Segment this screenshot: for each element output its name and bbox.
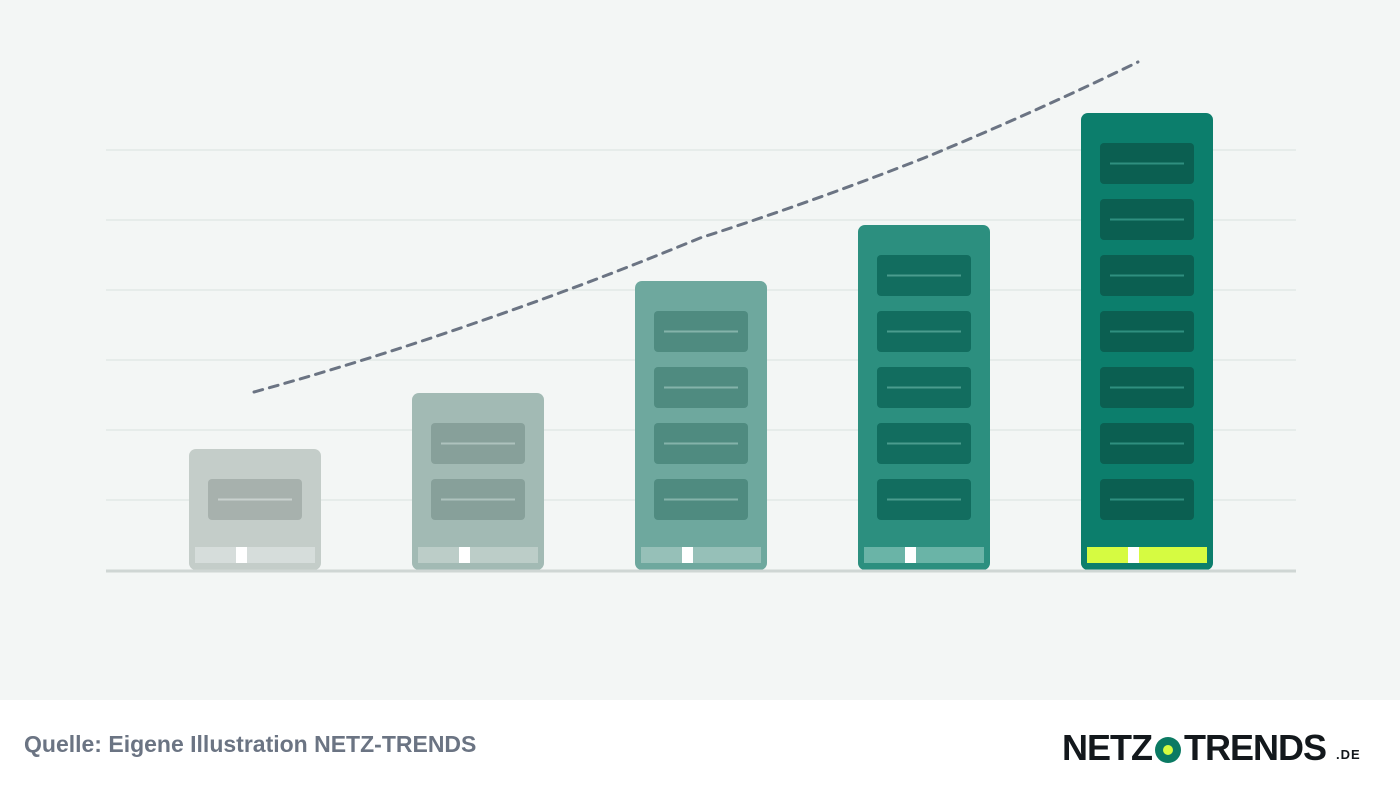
server-status-bar <box>1087 547 1207 563</box>
server-status-led <box>236 547 247 563</box>
illustration-canvas <box>0 0 1400 700</box>
logo-part-netz: NETZ <box>1062 727 1153 768</box>
trend-line <box>252 60 1140 394</box>
server-growth-illustration <box>106 60 1296 573</box>
server-status-led <box>459 547 470 563</box>
logo-tld: .DE <box>1336 747 1361 762</box>
server-status-led <box>905 547 916 563</box>
server-status-bar <box>195 547 315 563</box>
logo-dot-icon <box>1155 737 1181 763</box>
footer: Quelle: Eigene Illustration NETZ-TRENDS … <box>0 700 1400 788</box>
source-caption: Quelle: Eigene Illustration NETZ-TRENDS <box>24 731 477 757</box>
logo-part-trends: TRENDS <box>1184 727 1327 768</box>
netz-trends-logo: NETZ TRENDS .DE <box>1062 724 1361 768</box>
server-status-bar <box>641 547 761 563</box>
server-status-bar <box>864 547 984 563</box>
server-status-led <box>682 547 693 563</box>
server-status-led <box>1128 547 1139 563</box>
server-status-bar <box>418 547 538 563</box>
